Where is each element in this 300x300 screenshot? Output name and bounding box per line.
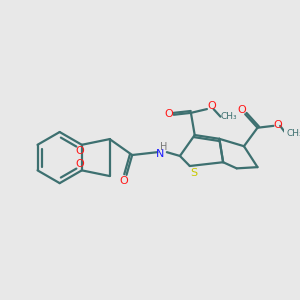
- Text: O: O: [207, 101, 216, 111]
- Text: S: S: [190, 168, 197, 178]
- Text: O: O: [274, 120, 283, 130]
- Text: O: O: [119, 176, 128, 186]
- Text: O: O: [165, 109, 173, 119]
- Text: N: N: [156, 149, 164, 159]
- Text: CH₃: CH₃: [286, 129, 300, 138]
- Text: H: H: [160, 142, 168, 152]
- Text: O: O: [76, 146, 84, 156]
- Text: O: O: [76, 159, 84, 169]
- Text: CH₃: CH₃: [221, 112, 237, 121]
- Text: O: O: [237, 105, 246, 116]
